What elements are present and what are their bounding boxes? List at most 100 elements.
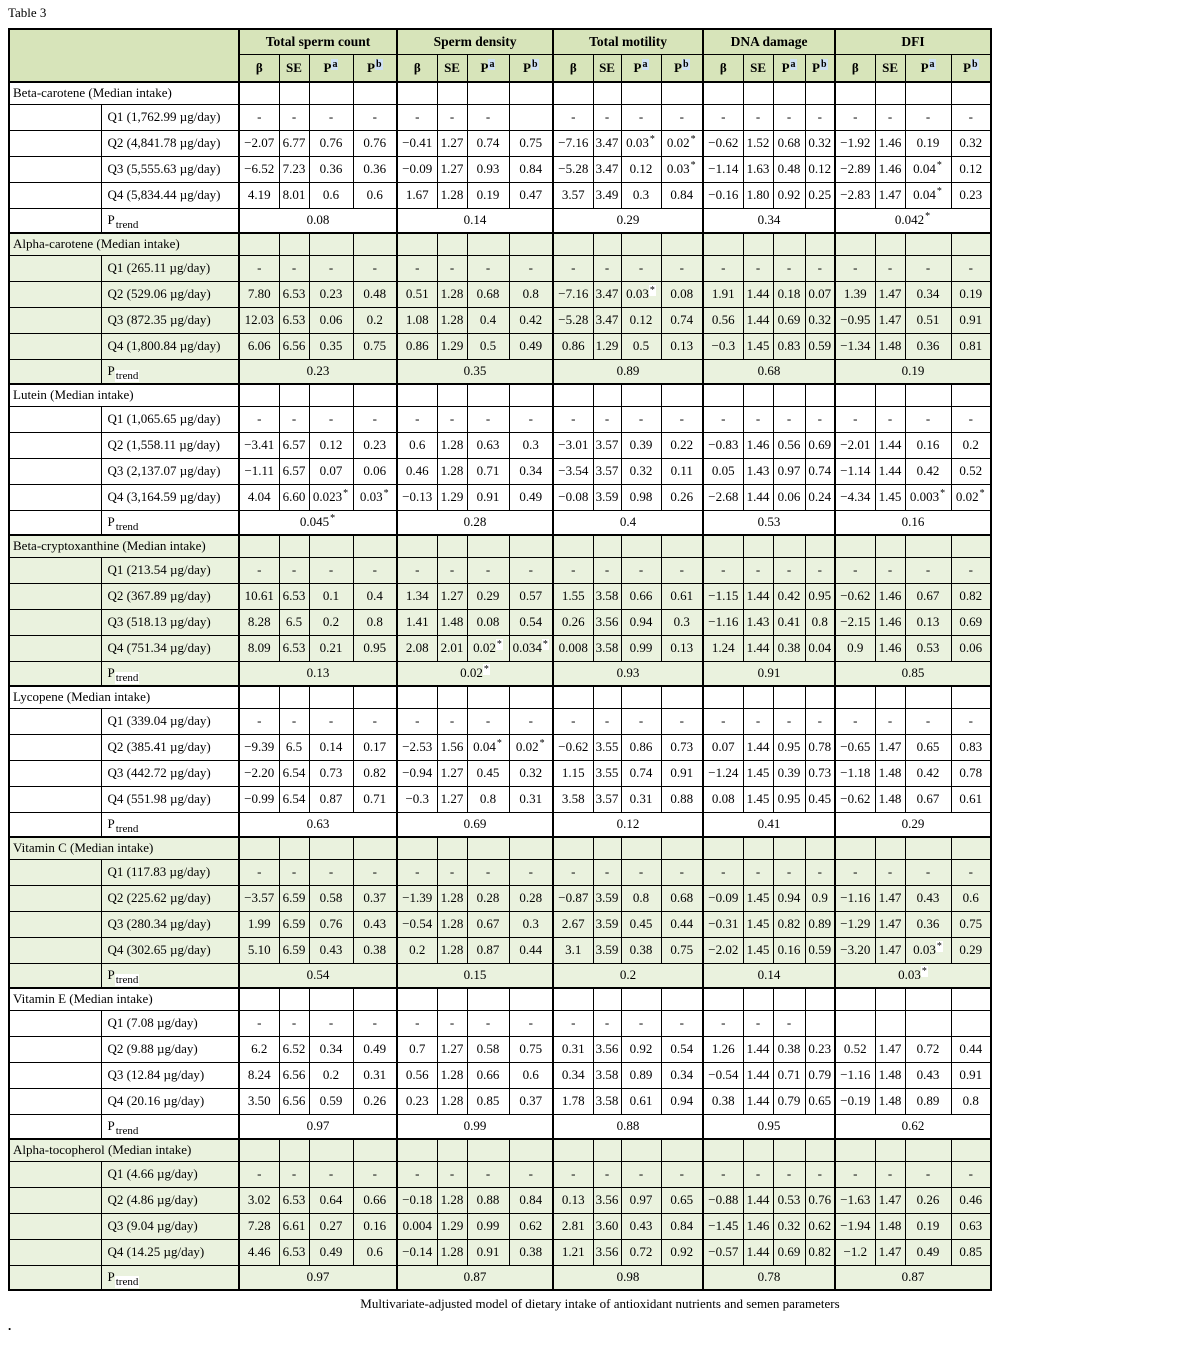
value-cell: - — [804, 708, 836, 735]
value-cell: 1.48 — [874, 333, 906, 360]
value-cell: 1.08 — [396, 307, 438, 334]
significance-asterisk: * — [939, 488, 947, 500]
value-cell: 0.95 — [772, 734, 806, 761]
indent-cell — [8, 734, 102, 761]
value-cell: - — [702, 1010, 744, 1037]
value-cell: 1.28 — [436, 458, 468, 485]
value-cell: 0.49 — [904, 1239, 952, 1266]
indent-cell — [8, 1161, 102, 1188]
value-cell: −5.28 — [552, 156, 594, 183]
indent-cell — [8, 661, 102, 687]
value-cell: 0.38 — [772, 635, 806, 662]
value-cell: 1.99 — [238, 911, 280, 938]
value-cell: - — [874, 104, 906, 131]
ptrend-label: Ptrend — [100, 963, 240, 989]
column-subheader: β — [238, 54, 280, 83]
value-cell: 0.034* — [508, 635, 554, 662]
quartile-row: Q1 (1,065.65 µg/day) - - - - - - - - - - - - - - - - - - - - — [8, 406, 992, 433]
trend-subscript: trend — [114, 671, 140, 684]
value-cell: 1.47 — [874, 307, 906, 334]
value-cell: - — [352, 708, 398, 735]
value-cell: 0.54 — [508, 609, 554, 636]
empty-cell — [308, 987, 354, 1011]
value-cell: 0.8 — [804, 609, 836, 636]
empty-cell — [592, 987, 622, 1011]
empty-cell — [620, 1138, 662, 1162]
value-cell: 1.28 — [436, 1239, 468, 1266]
empty-cell — [308, 685, 354, 709]
indent-cell — [8, 255, 102, 282]
empty-cell — [238, 685, 280, 709]
value-cell: 0.03* — [660, 156, 704, 183]
quartile-row: Q2 (529.06 µg/day) 7.80 6.53 0.23 0.48 0.51 1.… — [8, 281, 992, 308]
value-cell: −0.54 — [396, 911, 438, 938]
value-cell: 0.8 — [620, 885, 662, 912]
value-cell: 1.28 — [436, 1088, 468, 1115]
value-cell: 0.4 — [352, 583, 398, 610]
value-cell: 0.26 — [352, 1088, 398, 1115]
value-cell: 0.97 — [772, 458, 806, 485]
empty-cell — [508, 232, 554, 256]
value-cell: 0.2 — [950, 432, 992, 459]
value-cell — [874, 1010, 906, 1037]
value-cell: 0.27 — [308, 1213, 354, 1240]
quartile-label: Q2 (9.88 µg/day) — [100, 1036, 240, 1063]
value-cell: −2.53 — [396, 734, 438, 761]
empty-cell — [834, 836, 876, 860]
value-cell: - — [620, 1161, 662, 1188]
value-cell: 1.55 — [552, 583, 594, 610]
empty-cell — [834, 232, 876, 256]
value-cell: 0.16 — [904, 432, 952, 459]
value-cell: 1.56 — [436, 734, 468, 761]
significance-asterisk: * — [689, 134, 697, 146]
quartile-label: Q3 (442.72 µg/day) — [100, 760, 240, 787]
value-cell: - — [238, 1161, 280, 1188]
value-cell: 0.49 — [508, 484, 554, 511]
value-cell: - — [660, 255, 704, 282]
column-subheader: β — [834, 54, 876, 83]
nutrient-row: Vitamin E (Median intake) — [8, 987, 992, 1011]
superscript-note: b — [970, 58, 979, 70]
value-cell: 0.56 — [702, 307, 744, 334]
empty-cell — [278, 81, 310, 105]
quartile-row: Q4 (551.98 µg/day) −0.99 6.54 0.87 0.71 −0.3 1… — [8, 786, 992, 813]
value-cell: 1.46 — [874, 609, 906, 636]
value-cell: - — [238, 708, 280, 735]
value-cell: 8.24 — [238, 1062, 280, 1089]
value-cell: 3.47 — [592, 130, 622, 157]
quartile-row: Q1 (339.04 µg/day) - - - - - - - - - - - - - - - - - - - - — [8, 708, 992, 735]
empty-cell — [552, 685, 594, 709]
value-cell: 1.29 — [436, 1213, 468, 1240]
value-cell: - — [238, 104, 280, 131]
value-cell: 0.03* — [904, 937, 952, 964]
ptrend-row: Ptrend 0.97 0.87 0.98 0.78 0.87 — [8, 1265, 992, 1291]
value-cell: 0.4 — [466, 307, 510, 334]
value-cell: 0.84 — [660, 182, 704, 209]
value-cell: 0.2 — [396, 937, 438, 964]
superscript-note: a — [641, 58, 649, 70]
value-cell: 0.6 — [352, 1239, 398, 1266]
column-subheader: Pb — [352, 54, 398, 83]
indent-cell — [8, 359, 102, 385]
value-cell: 3.56 — [592, 609, 622, 636]
empty-cell — [620, 383, 662, 407]
empty-cell — [238, 534, 280, 558]
value-cell: - — [834, 255, 876, 282]
value-cell: 0.34 — [308, 1036, 354, 1063]
value-cell: 6.77 — [278, 130, 310, 157]
empty-cell — [904, 1138, 952, 1162]
empty-cell — [950, 987, 992, 1011]
empty-cell — [508, 534, 554, 558]
value-cell: 1.44 — [742, 1036, 774, 1063]
empty-cell — [308, 1138, 354, 1162]
column-subheader: β — [396, 54, 438, 83]
quartile-row: Q2 (4,841.78 µg/day) −2.07 6.77 0.76 0.76 −0.… — [8, 130, 992, 157]
value-cell: −0.16 — [702, 182, 744, 209]
column-subheader: SE — [874, 54, 906, 83]
empty-cell — [352, 232, 398, 256]
value-cell: 1.44 — [742, 583, 774, 610]
value-cell: 8.09 — [238, 635, 280, 662]
value-cell: 0.6 — [352, 182, 398, 209]
value-cell: −7.16 — [552, 281, 594, 308]
empty-cell — [552, 534, 594, 558]
